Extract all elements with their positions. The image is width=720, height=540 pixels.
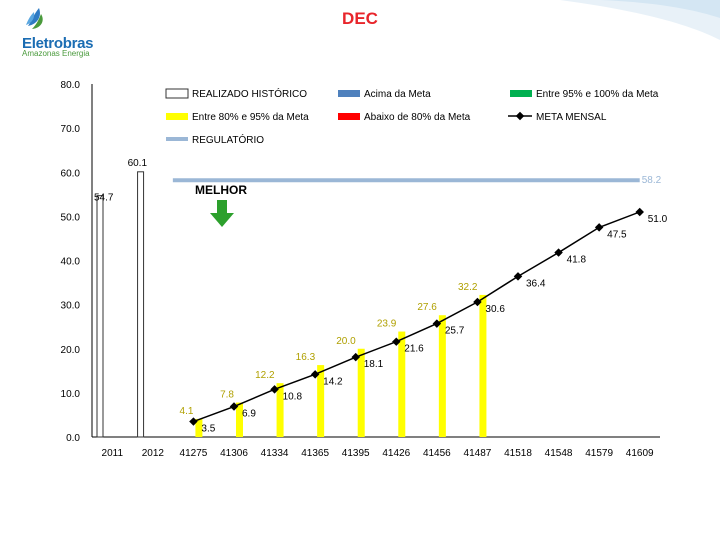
bar (317, 365, 325, 437)
meta-mensal-point (229, 402, 239, 411)
bar (195, 418, 203, 437)
legend-label-entre80: Entre 80% e 95% da Meta (192, 112, 309, 123)
bar (236, 402, 243, 437)
x-tick-label: 41306 (220, 448, 248, 459)
y-tick-label: 60.0 (61, 168, 81, 179)
bar-value-label: 7.8 (220, 390, 234, 401)
legend-swatch-abaixo (338, 113, 360, 120)
meta-mensal-value-label: 41.8 (567, 255, 587, 266)
bar-value-label: 4.1 (180, 406, 194, 417)
page-title: DEC (342, 9, 378, 28)
meta-mensal-point (594, 223, 604, 232)
y-tick-label: 20.0 (61, 345, 81, 356)
logo-leaf-icon (26, 8, 43, 29)
legend-swatch-realizado (165, 88, 189, 99)
meta-mensal-value-label: 51.0 (648, 214, 668, 225)
melhor-label: MELHOR (195, 183, 247, 197)
meta-mensal-point (432, 319, 442, 328)
y-tick-label: 10.0 (61, 389, 81, 400)
bar-value-label: 12.2 (255, 370, 275, 381)
down-arrow-icon (210, 200, 234, 227)
x-tick-label: 41456 (423, 448, 451, 459)
meta-mensal-point (189, 417, 198, 426)
x-tick-label: 41487 (464, 448, 492, 459)
bar (96, 195, 104, 438)
meta-mensal-value-label: 6.9 (242, 409, 256, 420)
legend-label-abaixo: Abaixo de 80% da Meta (364, 112, 471, 123)
x-tick-label: 41609 (626, 448, 654, 459)
x-tick-label: 41275 (180, 448, 208, 459)
legend-label-realizado: REALIZADO HISTÓRICO (192, 87, 307, 100)
legend-label-regulatorio: REGULATÓRIO (192, 133, 264, 146)
x-tick-label: 41365 (301, 448, 329, 459)
meta-mensal-point (513, 272, 523, 281)
x-tick-label: 41395 (342, 448, 370, 459)
meta-mensal-value-label: 30.6 (485, 304, 505, 315)
y-tick-label: 70.0 (61, 124, 81, 135)
legend-label-meta: META MENSAL (536, 112, 607, 123)
bar-value-label: 54.7 (94, 193, 114, 204)
y-tick-label: 0.0 (66, 433, 80, 444)
legend-swatch-entre80 (166, 113, 188, 120)
meta-mensal-layer (189, 207, 644, 426)
bar-value-label: 23.9 (377, 319, 397, 330)
x-tick-label: 41548 (545, 448, 573, 459)
regulatorio-value-label: 58.2 (642, 175, 662, 186)
meta-mensal-value-label: 21.6 (404, 344, 424, 355)
meta-mensal-value-label: 10.8 (283, 391, 303, 402)
logo-name: Eletrobras (22, 35, 94, 52)
bar (479, 294, 487, 437)
meta-mensal-point (635, 207, 644, 217)
bar (276, 383, 284, 437)
regulatorio-layer: 58.2 (172, 175, 662, 186)
meta-mensal-point (351, 352, 360, 362)
legend-box (160, 82, 674, 146)
bar-value-label: 20.0 (336, 336, 356, 347)
meta-mensal-value-label: 36.4 (526, 278, 546, 289)
bar (398, 331, 406, 437)
legend-swatch-entre95 (510, 90, 532, 97)
meta-mensal-point (473, 297, 482, 307)
y-tick-label: 30.0 (61, 301, 81, 312)
meta-mensal-value-label: 3.5 (201, 424, 215, 435)
logo-tagline: Amazonas Energia (22, 49, 90, 58)
bar (357, 348, 365, 437)
x-tick-label: 2011 (102, 448, 124, 459)
bar-value-label: 32.2 (458, 282, 478, 293)
decor-swoosh (560, 0, 720, 40)
x-tick-label: 2012 (142, 448, 165, 459)
legend-label-acima: Acima da Meta (364, 89, 431, 100)
legend-swatch-acima (338, 90, 360, 97)
bar-value-label: 27.6 (417, 302, 437, 313)
bar (137, 171, 145, 438)
x-tick-labels: 2011 2012 41275 41306 41334 41365 41395 41426 41… (102, 448, 655, 459)
x-tick-label: 41579 (585, 448, 613, 459)
meta-mensal-value-label: 18.1 (364, 359, 384, 370)
y-tick-label: 50.0 (61, 212, 81, 223)
meta-mensal-point (554, 248, 563, 257)
bar (438, 315, 446, 437)
company-logo: Eletrobras Amazonas Energia (8, 6, 100, 58)
meta-mensal-value-label: 47.5 (607, 229, 627, 240)
x-tick-label: 41334 (261, 448, 289, 459)
meta-mensal-value-label: 14.2 (323, 376, 343, 387)
y-tick-label: 40.0 (61, 257, 81, 268)
x-tick-label: 41518 (504, 448, 532, 459)
x-tick-label: 41426 (382, 448, 410, 459)
legend-label-entre95: Entre 95% e 100% da Meta (536, 89, 659, 100)
bar-value-label: 16.3 (296, 352, 316, 363)
meta-mensal-point (270, 385, 279, 394)
data-labels: 54.7 60.1 4.1 7.8 12.2 16.3 20.0 23.9 27.6 32.2 3.… (94, 158, 668, 435)
meta-mensal-point (392, 337, 401, 346)
meta-mensal-value-label: 25.7 (445, 326, 465, 337)
legend: REALIZADO HISTÓRICO Acima da Meta Entre … (160, 82, 674, 146)
meta-mensal-point (310, 370, 320, 379)
y-tick-labels: 0.0 10.0 20.0 30.0 40.0 50.0 60.0 70.0 80.0 (61, 80, 81, 444)
bars-layer (96, 171, 487, 438)
bar-value-label: 60.1 (128, 158, 148, 169)
meta-mensal-line (193, 211, 640, 423)
y-tick-label: 80.0 (61, 80, 81, 91)
